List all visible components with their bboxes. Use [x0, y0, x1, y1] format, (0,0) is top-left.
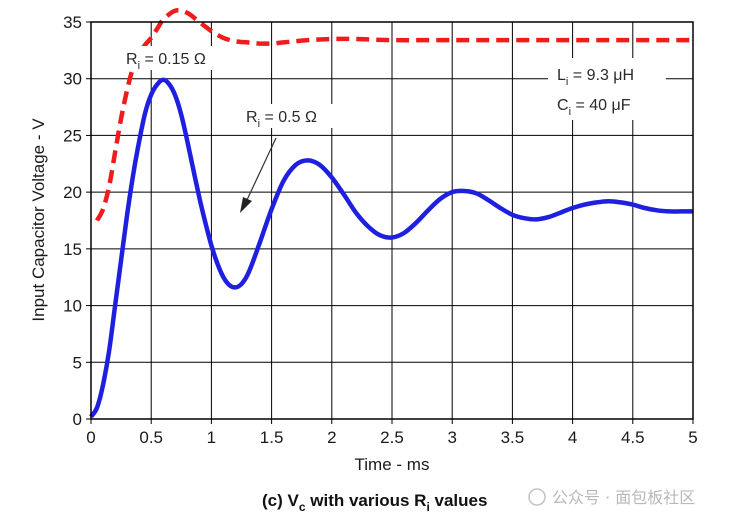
x-tick-label: 2.5 — [380, 428, 404, 447]
x-axis-label: Time - ms — [355, 455, 430, 474]
annotation-ri-0.5: Ri = 0.5 Ω — [240, 104, 340, 130]
figure-caption: (c) Vc with various Ri values — [262, 491, 487, 514]
watermark: 公众号 · 面包板社区 — [528, 488, 695, 507]
svg-text:公众号 · 面包板社区: 公众号 · 面包板社区 — [552, 488, 695, 507]
annotation-arrow — [240, 137, 277, 213]
y-tick-label: 5 — [73, 353, 82, 372]
y-tick-label: 0 — [73, 410, 82, 429]
svg-text:Ri = 0.15 Ω: Ri = 0.15 Ω — [126, 51, 206, 72]
x-tick-label: 0 — [86, 428, 95, 447]
x-tick-label: 1.5 — [260, 428, 284, 447]
svg-text:Ri = 0.5 Ω: Ri = 0.5 Ω — [246, 109, 317, 130]
wechat-icon — [528, 488, 546, 506]
x-tick-label: 2 — [327, 428, 336, 447]
x-tick-label: 4 — [568, 428, 577, 447]
y-tick-labels: 0 5 10 15 20 25 30 35 — [63, 13, 82, 429]
annotation-li: Li = 9.3 μH — [557, 67, 634, 88]
y-tick-label: 25 — [63, 126, 82, 145]
annotation-params: Li = 9.3 μH Ci = 40 μF — [548, 58, 666, 120]
y-tick-label: 30 — [63, 70, 82, 89]
y-axis-label: Input Capacitor Voltage - V — [29, 118, 48, 322]
x-tick-label: 4.5 — [621, 428, 645, 447]
x-tick-labels: 0 0.5 1 1.5 2 2.5 3 3.5 4 4.5 5 — [86, 428, 697, 447]
y-tick-label: 35 — [63, 13, 82, 32]
x-tick-label: 1 — [207, 428, 216, 447]
series-ri-0.5-line — [89, 77, 693, 419]
x-tick-label: 0.5 — [139, 428, 163, 447]
y-tick-label: 10 — [63, 297, 82, 316]
annotation-ri-0.15: Ri = 0.15 Ω — [118, 46, 230, 72]
series-ri-0.15-line — [95, 8, 693, 222]
x-tick-label: 3.5 — [501, 428, 525, 447]
annotation-ci: Ci = 40 μF — [557, 97, 631, 118]
y-tick-label: 20 — [63, 183, 82, 202]
x-tick-label: 3 — [447, 428, 456, 447]
series-layer — [89, 8, 693, 419]
y-tick-label: 15 — [63, 240, 82, 259]
x-tick-label: 5 — [688, 428, 697, 447]
plot-frame — [90, 21, 694, 420]
